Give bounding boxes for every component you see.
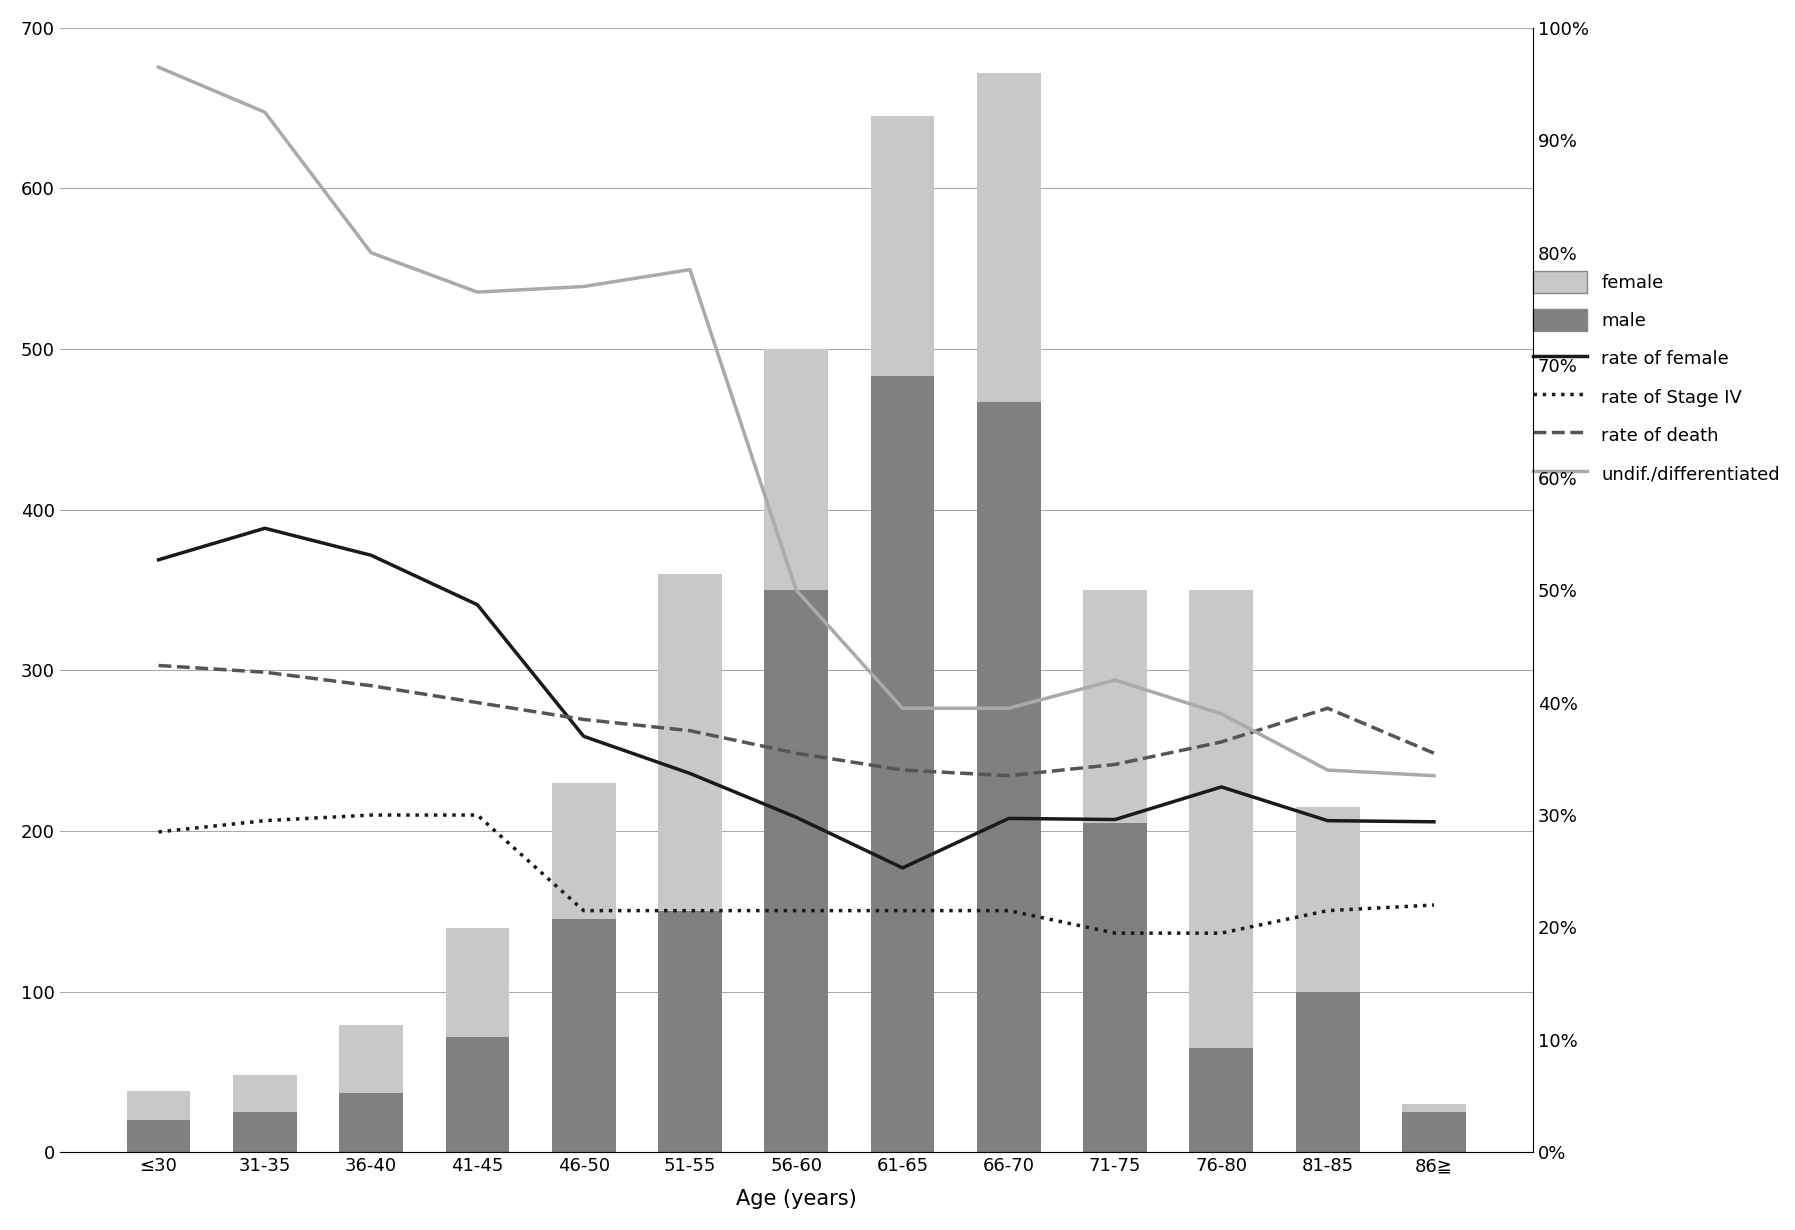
rate of Stage IV [892,903,914,918]
undif./differentiated [467,284,488,299]
rate of Stage IV [998,903,1020,918]
undif./differentiated [573,279,594,294]
rate of female [786,809,808,824]
Bar [445,927,510,1037]
rate of death [1423,745,1445,760]
Line: rate of female: rate of female [158,528,1434,868]
rate of Stage IV [679,903,700,918]
rate of female [1423,814,1445,829]
rate of Stage IV [147,824,169,839]
rate of female [467,598,488,613]
Bar [1296,807,1359,991]
Bar [765,590,827,1153]
rate of Stage IV [361,808,382,823]
undif./differentiated [1210,706,1231,721]
rate of female [892,861,914,876]
Bar [339,1026,404,1093]
rate of death [1210,734,1231,749]
rate of death [361,678,382,692]
Bar [871,376,935,1153]
rate of Stage IV [786,903,808,918]
undif./differentiated [1318,763,1339,777]
Bar [233,1112,296,1153]
rate of female [998,811,1020,825]
undif./differentiated [1104,673,1125,688]
rate of female [573,729,594,744]
rate of death [255,665,276,680]
Bar [1190,590,1253,1048]
Legend: female, male, rate of female, rate of Stage IV, rate of death, undif./differenti: female, male, rate of female, rate of St… [1524,262,1790,493]
Bar [976,73,1041,402]
Bar [976,402,1041,1153]
Bar [127,1091,190,1121]
rate of death [1104,756,1125,771]
rate of Stage IV [1210,926,1231,941]
rate of female [361,547,382,562]
rate of death [467,695,488,710]
Line: rate of Stage IV: rate of Stage IV [158,815,1434,934]
X-axis label: Age (years): Age (years) [736,1189,856,1209]
Bar [445,1037,510,1153]
Bar [551,920,616,1153]
rate of death [573,712,594,727]
rate of Stage IV [573,903,594,918]
Bar [551,784,616,920]
undif./differentiated [786,583,808,598]
Bar [1082,823,1147,1153]
Bar [339,1093,404,1153]
rate of death [679,723,700,738]
undif./differentiated [147,60,169,75]
rate of female [1318,813,1339,828]
undif./differentiated [998,701,1020,716]
Bar [1082,590,1147,823]
rate of female [679,766,700,781]
rate of female [255,520,276,535]
undif./differentiated [1423,769,1445,784]
rate of death [998,769,1020,784]
Bar [871,116,935,376]
rate of death [147,658,169,673]
rate of Stage IV [467,808,488,823]
Line: rate of death: rate of death [158,665,1434,776]
rate of female [1104,812,1125,827]
Bar [659,574,722,911]
undif./differentiated [255,105,276,119]
Bar [659,911,722,1153]
rate of Stage IV [255,813,276,828]
Bar [1296,991,1359,1153]
Bar [765,349,827,590]
Bar [1402,1112,1467,1153]
rate of female [147,552,169,567]
rate of death [1318,701,1339,716]
rate of death [892,763,914,777]
Bar [127,1121,190,1153]
Line: undif./differentiated: undif./differentiated [158,68,1434,776]
undif./differentiated [892,701,914,716]
Bar [1190,1048,1253,1153]
rate of Stage IV [1104,926,1125,941]
Bar [233,1075,296,1112]
undif./differentiated [361,245,382,260]
rate of Stage IV [1423,898,1445,913]
Bar [1402,1105,1467,1112]
rate of female [1210,780,1231,795]
rate of Stage IV [1318,903,1339,918]
undif./differentiated [679,262,700,277]
rate of death [786,745,808,760]
